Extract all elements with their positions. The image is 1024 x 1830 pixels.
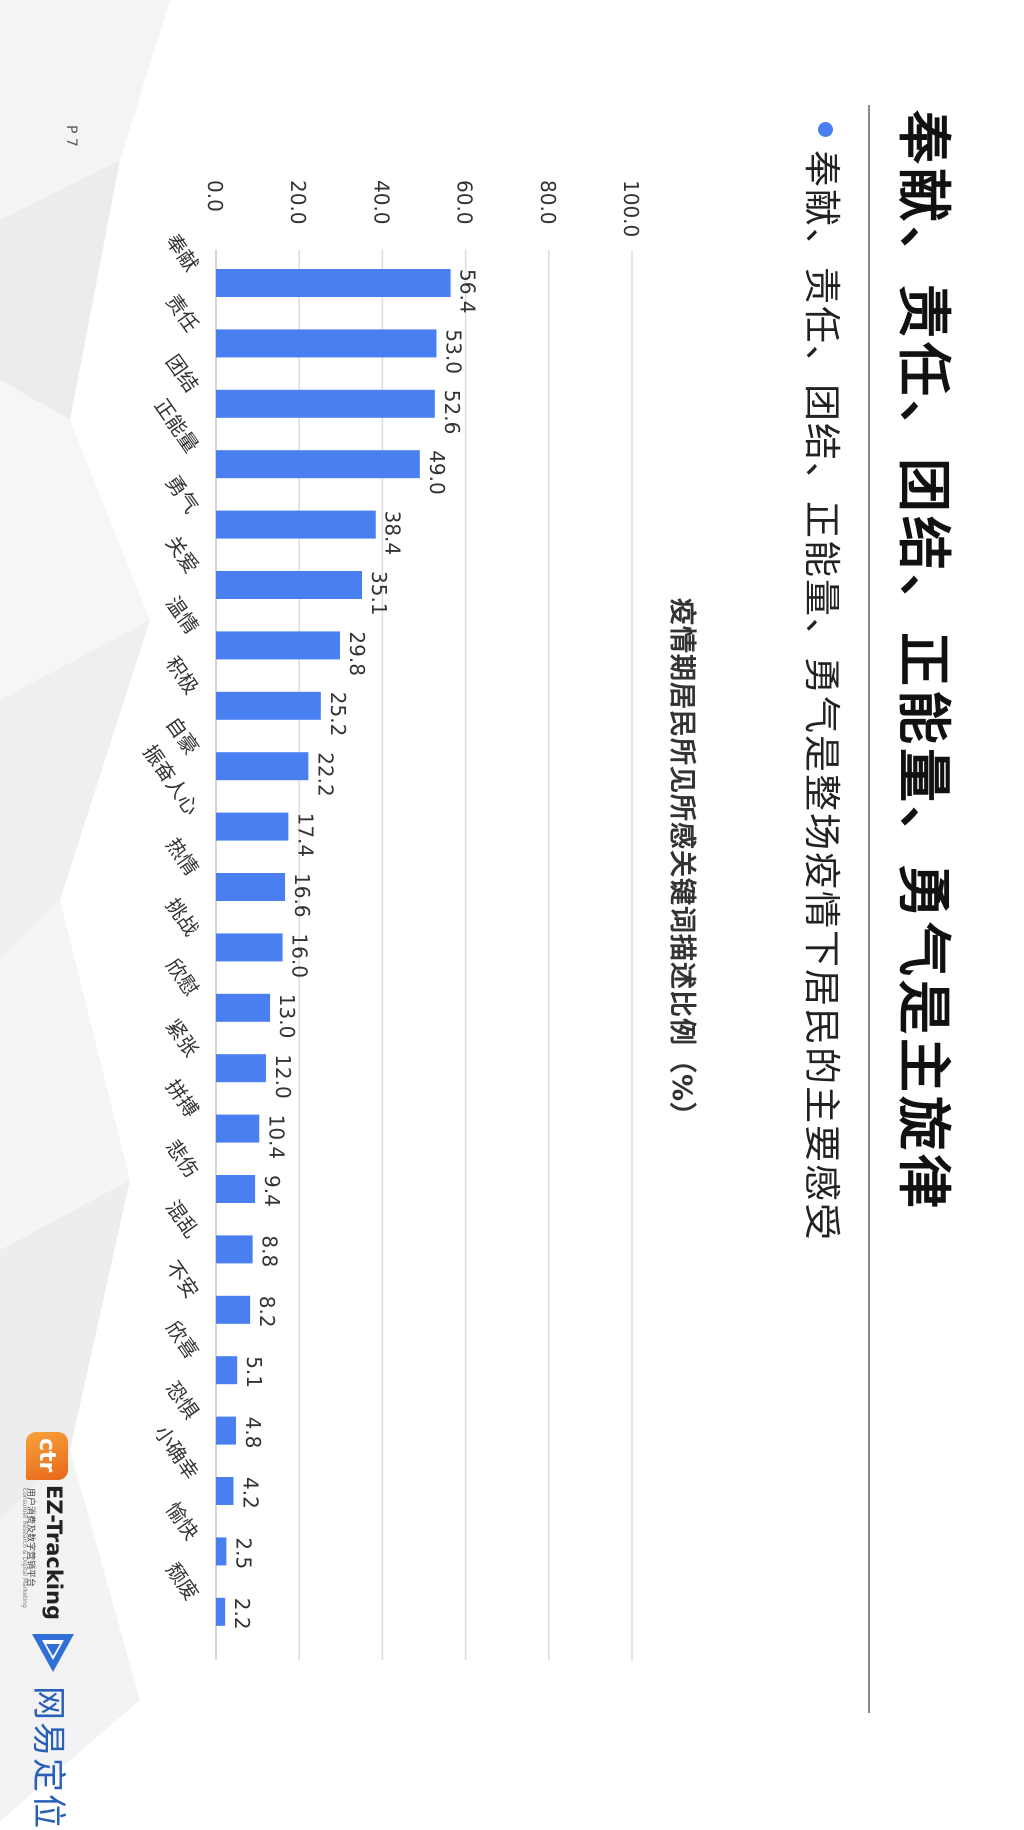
y-tick-label: 40.0 (369, 180, 393, 225)
category-label: 混乱 (161, 1196, 204, 1243)
category-label: 奉献 (161, 229, 204, 276)
bar-value-label: 35.1 (367, 571, 391, 616)
bar-value-label: 22.2 (313, 752, 337, 797)
y-tick-label: 100.0 (619, 180, 643, 237)
bar (216, 1477, 234, 1505)
bar (216, 812, 289, 841)
bar (216, 1597, 226, 1626)
bar (216, 1054, 266, 1083)
bar (216, 389, 435, 418)
category-label: 悲伤 (161, 1135, 204, 1182)
bullet-dot (818, 122, 833, 137)
y-tick-label: 0.0 (203, 180, 227, 212)
bar (216, 631, 340, 660)
decorative-background (0, 0, 170, 1821)
bar (216, 1235, 253, 1264)
bar-value-label: 5.1 (242, 1356, 266, 1388)
category-label: 关爱 (161, 531, 204, 578)
category-label: 积极 (161, 652, 204, 699)
bar (216, 933, 283, 962)
bar-value-label: 25.2 (326, 692, 350, 737)
bar-value-label: 29.8 (345, 631, 369, 676)
bar (216, 1114, 260, 1143)
category-label: 愉快 (161, 1498, 204, 1545)
category-label: 团结 (161, 350, 204, 397)
bar (216, 873, 286, 901)
category-label: 恐惧 (161, 1377, 204, 1424)
bar-value-label: 2.2 (230, 1598, 254, 1630)
bar (216, 450, 420, 479)
category-label: 勇气 (161, 471, 204, 518)
bar-value-label: 4.2 (238, 1477, 262, 1509)
bar-value-label: 9.4 (260, 1175, 284, 1207)
ez-tracking-en-text: Consumer Research & Digital Marketing (21, 1488, 28, 1608)
bar-value-label: 10.4 (264, 1115, 288, 1160)
bar-value-label: 12.0 (271, 1054, 295, 1099)
category-label: 颓废 (161, 1558, 204, 1605)
bar-value-label: 52.6 (440, 390, 464, 435)
netease-logo-text: 网易定位 (28, 1686, 68, 1830)
bar-value-label: 16.0 (288, 933, 312, 978)
category-label: 自豪 (161, 713, 204, 760)
category-label: 欣慰 (161, 954, 204, 1001)
bar-value-label: 56.4 (456, 269, 480, 314)
category-label: 挑战 (161, 894, 204, 941)
bar-value-label: 8.8 (258, 1235, 282, 1267)
category-label: 责任 (161, 290, 204, 337)
y-tick-label: 60.0 (453, 180, 477, 225)
bar (216, 691, 321, 720)
bar-value-label: 38.4 (381, 511, 405, 556)
category-label: 紧张 (161, 1015, 204, 1062)
bar-value-label: 49.0 (425, 450, 449, 495)
bar (216, 329, 437, 358)
title-divider (868, 105, 870, 1713)
bar-value-label: 4.8 (241, 1417, 265, 1449)
bar-value-label: 16.6 (290, 873, 314, 918)
ctr-logo-text: ctr (34, 1438, 59, 1473)
bar-value-label: 17.4 (293, 813, 317, 858)
bar (216, 1295, 251, 1324)
bar (216, 1175, 256, 1203)
bar-value-label: 13.0 (275, 994, 299, 1039)
bar-value-label: 8.2 (255, 1296, 279, 1328)
ez-tracking-logo-text: EZ-Tracking (42, 1485, 66, 1620)
bar-value-label: 53.0 (441, 329, 465, 374)
bar (216, 571, 363, 599)
bar (216, 1356, 238, 1385)
category-label: 热情 (161, 833, 204, 880)
bar-value-label: 2.5 (231, 1537, 255, 1569)
category-label: 温情 (161, 592, 204, 639)
bar (216, 1537, 227, 1566)
ctr-logo: ctr (26, 1432, 68, 1480)
bar (216, 1416, 236, 1445)
category-label: 拼搏 (161, 1075, 204, 1122)
category-label: 正能量 (149, 394, 203, 457)
bar (216, 993, 271, 1022)
bar (216, 752, 309, 781)
bar (216, 269, 451, 297)
category-label: 欣喜 (161, 1317, 204, 1364)
bar (216, 510, 376, 539)
y-tick-label: 20.0 (286, 180, 310, 225)
category-label: 小确幸 (149, 1421, 203, 1484)
y-tick-label: 80.0 (536, 180, 560, 225)
netease-arrow-icon (32, 1634, 74, 1672)
category-label: 不安 (161, 1256, 204, 1303)
